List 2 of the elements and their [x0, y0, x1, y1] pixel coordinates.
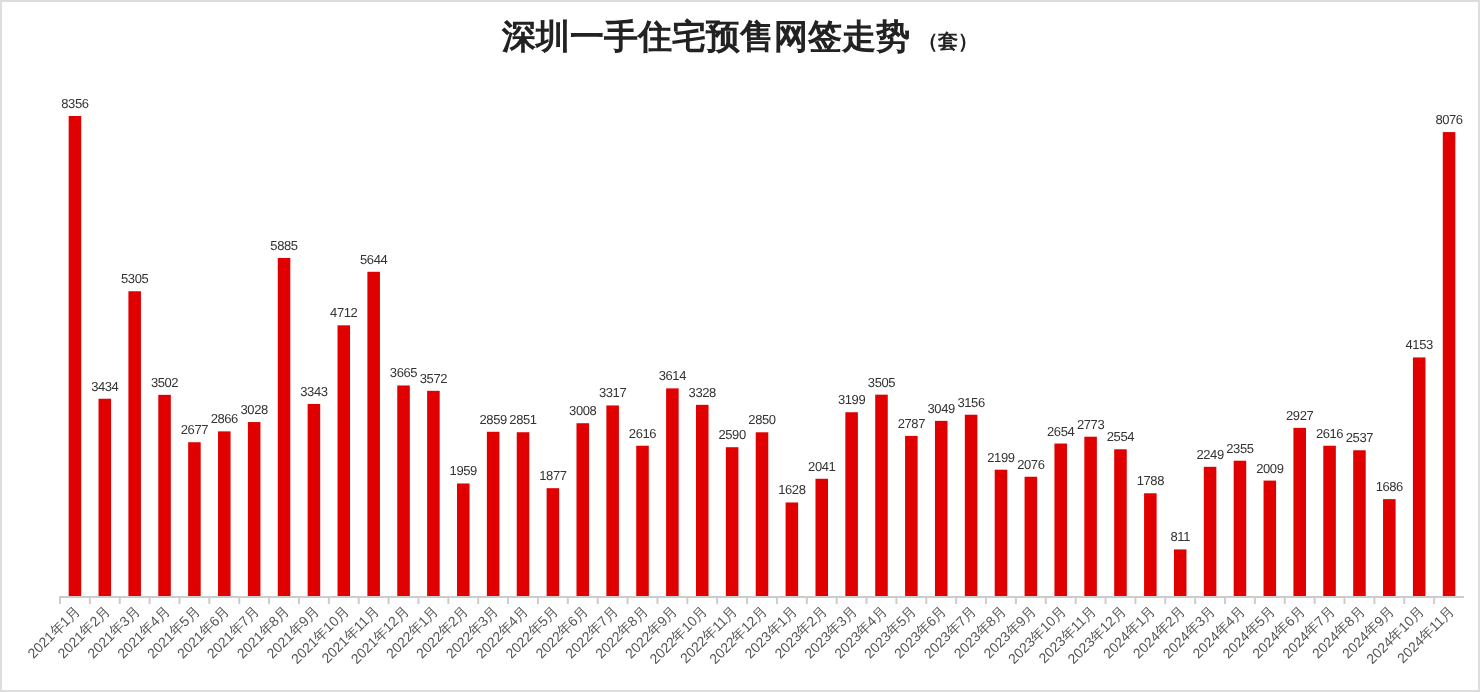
chart-title: 深圳一手住宅预售网签走势 [500, 18, 910, 56]
chart-subtitle: （套） [918, 30, 978, 54]
